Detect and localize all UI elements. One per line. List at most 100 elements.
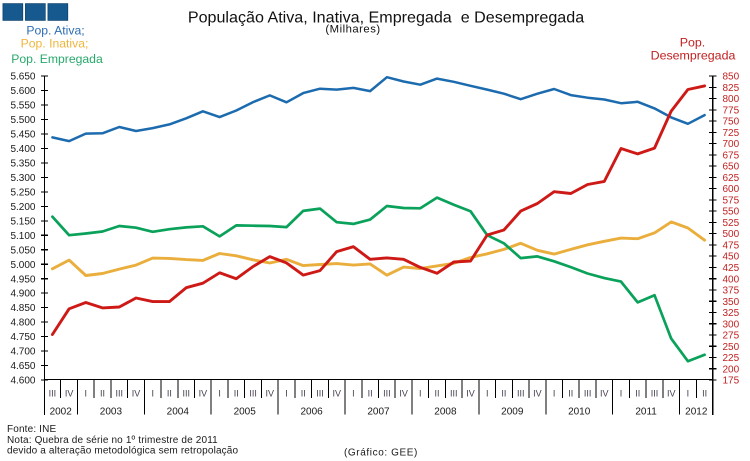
svg-text:2004: 2004 (167, 406, 190, 417)
svg-text:5.650: 5.650 (10, 72, 35, 83)
svg-text:IV: IV (132, 389, 141, 399)
svg-text:I: I (486, 389, 489, 399)
svg-text:550: 550 (723, 207, 740, 218)
svg-text:5.200: 5.200 (10, 202, 35, 213)
svg-text:700: 700 (723, 139, 740, 150)
svg-text:400: 400 (723, 274, 740, 285)
svg-text:5.350: 5.350 (10, 159, 35, 170)
svg-text:Desempregada: Desempregada (651, 49, 736, 63)
svg-text:5.600: 5.600 (10, 86, 35, 97)
svg-text:I: I (553, 389, 556, 399)
svg-text:III: III (182, 389, 190, 399)
svg-text:I: I (151, 389, 154, 399)
svg-text:III: III (116, 389, 124, 399)
svg-text:725: 725 (723, 128, 740, 139)
svg-text:5.550: 5.550 (10, 101, 35, 112)
svg-text:2010: 2010 (568, 406, 591, 417)
svg-text:Pop.: Pop. (680, 36, 706, 50)
svg-text:4.900: 4.900 (10, 289, 35, 300)
svg-text:Fonte: INE: Fonte: INE (7, 424, 56, 435)
svg-text:4.600: 4.600 (10, 376, 35, 387)
svg-text:250: 250 (723, 342, 740, 353)
svg-text:III: III (383, 389, 391, 399)
svg-text:II: II (368, 389, 373, 399)
svg-text:325: 325 (723, 308, 740, 319)
svg-text:2007: 2007 (367, 406, 390, 417)
svg-text:225: 225 (723, 353, 740, 364)
svg-text:425: 425 (723, 263, 740, 274)
svg-text:275: 275 (723, 331, 740, 342)
svg-text:Pop. Inativa;: Pop. Inativa; (21, 37, 89, 51)
svg-text:IV: IV (332, 389, 341, 399)
svg-text:I: I (218, 389, 221, 399)
svg-text:4.650: 4.650 (10, 361, 35, 372)
svg-text:5.450: 5.450 (10, 130, 35, 141)
svg-text:525: 525 (723, 218, 740, 229)
svg-text:5.150: 5.150 (10, 216, 35, 227)
svg-text:650: 650 (723, 162, 740, 173)
svg-text:devido a alteração metodológic: devido a alteração metodológica sem retr… (7, 446, 239, 457)
svg-text:5.500: 5.500 (10, 115, 35, 126)
svg-text:III: III (249, 389, 257, 399)
svg-text:4.850: 4.850 (10, 303, 35, 314)
svg-text:2008: 2008 (434, 406, 457, 417)
svg-text:2009: 2009 (501, 406, 524, 417)
svg-text:(Milhares): (Milhares) (325, 24, 380, 36)
svg-text:IV: IV (199, 389, 208, 399)
svg-text:175: 175 (723, 376, 740, 387)
svg-text:5.400: 5.400 (10, 144, 35, 155)
svg-text:População Ativa, Inativa, Empr: População Ativa, Inativa, Empregada e De… (188, 9, 584, 27)
svg-text:4.750: 4.750 (10, 332, 35, 343)
svg-text:2002: 2002 (50, 406, 73, 417)
svg-text:200: 200 (723, 364, 740, 375)
svg-text:800: 800 (723, 94, 740, 105)
svg-text:300: 300 (723, 319, 740, 330)
svg-text:4.800: 4.800 (10, 318, 35, 329)
svg-text:375: 375 (723, 286, 740, 297)
svg-text:5.100: 5.100 (10, 231, 35, 242)
svg-text:IV: IV (600, 389, 609, 399)
svg-text:575: 575 (723, 196, 740, 207)
svg-text:II: II (568, 389, 573, 399)
svg-text:II: II (301, 389, 306, 399)
svg-text:2003: 2003 (100, 406, 123, 417)
svg-text:825: 825 (723, 83, 740, 94)
svg-text:IV: IV (65, 389, 74, 399)
svg-text:450: 450 (723, 252, 740, 263)
svg-text:2006: 2006 (300, 406, 323, 417)
svg-text:350: 350 (723, 297, 740, 308)
svg-text:II: II (635, 389, 640, 399)
svg-text:I: I (620, 389, 623, 399)
svg-text:2012: 2012 (685, 406, 708, 417)
svg-text:IV: IV (266, 389, 275, 399)
svg-text:Pop. Empregada: Pop. Empregada (11, 52, 103, 66)
svg-text:III: III (316, 389, 324, 399)
svg-text:I: I (419, 389, 422, 399)
svg-text:II: II (501, 389, 506, 399)
svg-text:I: I (687, 389, 690, 399)
svg-text:III: III (450, 389, 458, 399)
svg-text:III: III (584, 389, 592, 399)
svg-text:850: 850 (723, 72, 740, 83)
svg-text:625: 625 (723, 173, 740, 184)
svg-text:2005: 2005 (234, 406, 257, 417)
svg-text:Nota: Quebra de série no 1º tr: Nota: Quebra de série no 1º trimestre de… (7, 435, 218, 446)
svg-text:IV: IV (399, 389, 408, 399)
svg-text:475: 475 (723, 241, 740, 252)
svg-text:IV: IV (533, 389, 542, 399)
svg-text:III: III (517, 389, 525, 399)
svg-text:4.700: 4.700 (10, 347, 35, 358)
svg-text:III: III (49, 389, 57, 399)
svg-text:5.250: 5.250 (10, 187, 35, 198)
svg-text:4.950: 4.950 (10, 274, 35, 285)
svg-text:775: 775 (723, 105, 740, 116)
svg-text:II: II (100, 389, 105, 399)
svg-text:II: II (702, 389, 707, 399)
svg-text:5.000: 5.000 (10, 260, 35, 271)
svg-text:II: II (234, 389, 239, 399)
svg-text:2011: 2011 (635, 406, 657, 417)
svg-text:(Gráfico: GEE): (Gráfico: GEE) (344, 447, 418, 458)
svg-text:Pop. Ativa;: Pop. Ativa; (26, 24, 84, 38)
svg-text:675: 675 (723, 150, 740, 161)
svg-text:600: 600 (723, 184, 740, 195)
